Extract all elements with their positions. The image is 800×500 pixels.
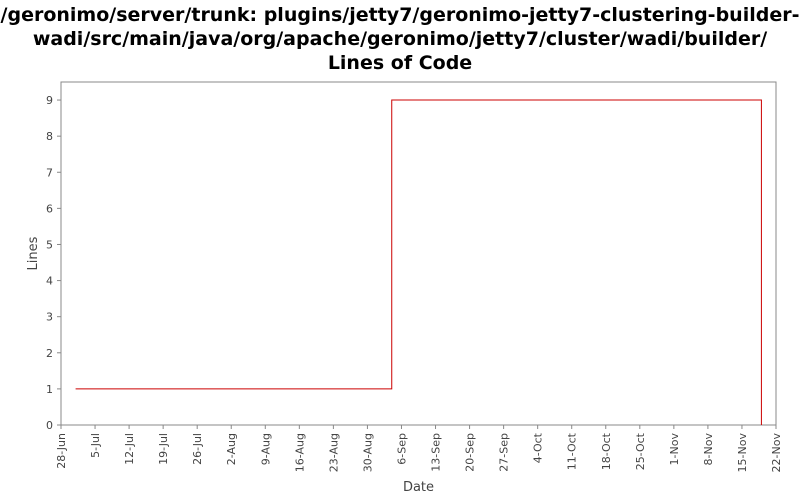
title-line-2: wadi/src/main/java/org/apache/geronimo/j…: [32, 28, 768, 50]
series-line: [75, 99, 762, 425]
y-tick-label: 6: [46, 202, 53, 215]
x-tick-label: 23-Aug: [327, 433, 340, 472]
x-tick-label: 22-Nov: [770, 433, 783, 473]
x-tick-label: 2-Aug: [225, 433, 238, 465]
y-axis-label: Lines: [26, 236, 41, 270]
x-tick-label: 5-Jul: [89, 433, 102, 458]
y-tick-label: 2: [46, 347, 53, 360]
x-axis-label: Date: [403, 480, 434, 495]
y-tick-label: 0: [46, 419, 53, 432]
x-tick-label: 4-Oct: [532, 432, 545, 463]
x-tick-label: 16-Aug: [293, 433, 306, 472]
x-tick-label: 18-Oct: [600, 432, 613, 470]
x-tick-label: 26-Jul: [191, 433, 204, 465]
x-tick-label: 1-Nov: [668, 433, 681, 466]
title-line-3: Lines of Code: [327, 52, 473, 74]
y-tick-label: 7: [46, 166, 53, 179]
x-tick-label: 25-Oct: [634, 432, 647, 470]
y-tick-label: 1: [46, 383, 53, 396]
x-tick-label: 20-Sep: [464, 433, 477, 472]
title-line-1: /geronimo/server/trunk: plugins/jetty7/g…: [0, 4, 800, 26]
y-tick-label: 5: [46, 238, 53, 251]
x-tick-label: 13-Sep: [430, 433, 443, 472]
y-tick-label: 8: [46, 130, 53, 143]
x-tick-label: 30-Aug: [361, 433, 374, 472]
y-tick-label: 9: [46, 94, 53, 107]
x-tick-label: 8-Nov: [702, 433, 715, 466]
x-tick-label: 15-Nov: [736, 433, 749, 473]
x-tick-label: 19-Jul: [157, 433, 170, 465]
x-tick-label: 6-Sep: [395, 433, 408, 465]
x-tick-label: 27-Sep: [498, 433, 511, 472]
plot-area: [60, 81, 777, 426]
x-tick-label: 12-Jul: [123, 433, 136, 465]
x-tick-label: 9-Aug: [259, 433, 272, 465]
x-tick-label: 28-Jun: [55, 433, 68, 469]
y-tick-label: 4: [46, 275, 53, 288]
x-tick-label: 11-Oct: [566, 432, 579, 470]
chart-title: /geronimo/server/trunk: plugins/jetty7/g…: [0, 3, 800, 75]
y-tick-label: 3: [46, 311, 53, 324]
